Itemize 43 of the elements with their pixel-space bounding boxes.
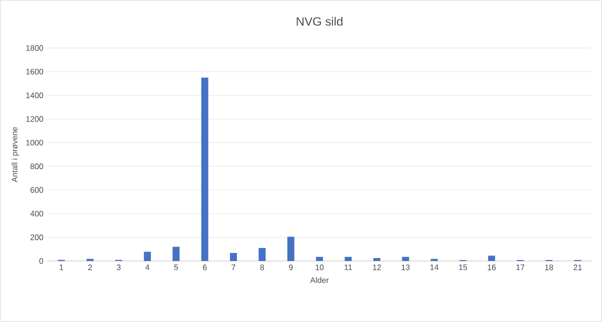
x-tick-label: 5 <box>174 264 178 270</box>
bar <box>344 256 352 261</box>
x-tick-label: 10 <box>316 264 324 270</box>
y-tick-label: 0 <box>39 258 44 264</box>
y-tick-label: 200 <box>30 234 44 240</box>
x-tick-label: 11 <box>344 264 352 270</box>
y-tick-label: 1600 <box>26 68 44 74</box>
x-tick-label: 2 <box>88 264 92 270</box>
x-tick-label: 15 <box>459 264 468 270</box>
x-tick-label: 13 <box>402 264 410 270</box>
bar <box>316 256 324 261</box>
bar <box>373 258 380 261</box>
y-tick-label: 1800 <box>26 45 44 51</box>
x-tick-label: 4 <box>145 264 150 270</box>
x-tick-label: 9 <box>288 264 293 270</box>
x-tick-label: 7 <box>232 264 236 270</box>
y-tick-label: 1400 <box>26 92 44 98</box>
y-tick-label: 600 <box>30 187 44 193</box>
x-tick-label: 17 <box>516 264 524 270</box>
bar <box>258 248 266 261</box>
bar <box>287 236 294 261</box>
x-tick-label: 3 <box>116 264 121 270</box>
bar <box>402 256 410 261</box>
y-tick-label: 400 <box>30 210 44 216</box>
y-tick-label: 800 <box>30 164 44 170</box>
x-tick-label: 14 <box>430 264 438 270</box>
x-tick-label: 8 <box>260 264 264 270</box>
x-tick-label: 1 <box>60 264 64 270</box>
y-axis-title: Antall i prøvene <box>11 127 19 182</box>
bar <box>488 256 496 261</box>
x-tick-label: 21 <box>574 264 582 270</box>
x-tick-label: 12 <box>373 264 381 270</box>
bar <box>144 252 151 261</box>
bar <box>172 246 180 261</box>
x-tick-label: 6 <box>202 264 207 270</box>
x-axis-title: Alder <box>310 277 329 283</box>
bar <box>201 78 208 261</box>
chart-title: NVG sild <box>296 16 342 26</box>
x-tick-label: 18 <box>545 264 554 270</box>
bar <box>230 252 237 261</box>
y-tick-label: 1200 <box>26 116 44 122</box>
y-tick-label: 1000 <box>26 140 44 146</box>
x-tick-label: 16 <box>488 264 496 270</box>
